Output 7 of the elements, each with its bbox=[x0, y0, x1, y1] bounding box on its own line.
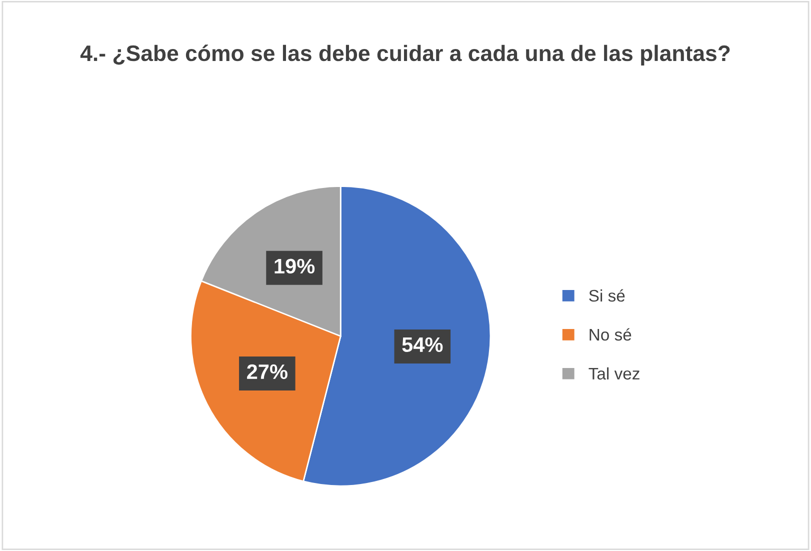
legend-label: Tal vez bbox=[588, 367, 640, 380]
data-label: 54% bbox=[402, 337, 443, 352]
data-label: 27% bbox=[247, 364, 288, 380]
legend-label: No sé bbox=[590, 328, 632, 341]
chart-title: 4.- ¿Sabe cómo se las debe cuidar a cada una de las plantas? bbox=[80, 44, 730, 66]
legend-label: Si sé bbox=[589, 289, 625, 302]
data-label: 19% bbox=[274, 258, 315, 274]
